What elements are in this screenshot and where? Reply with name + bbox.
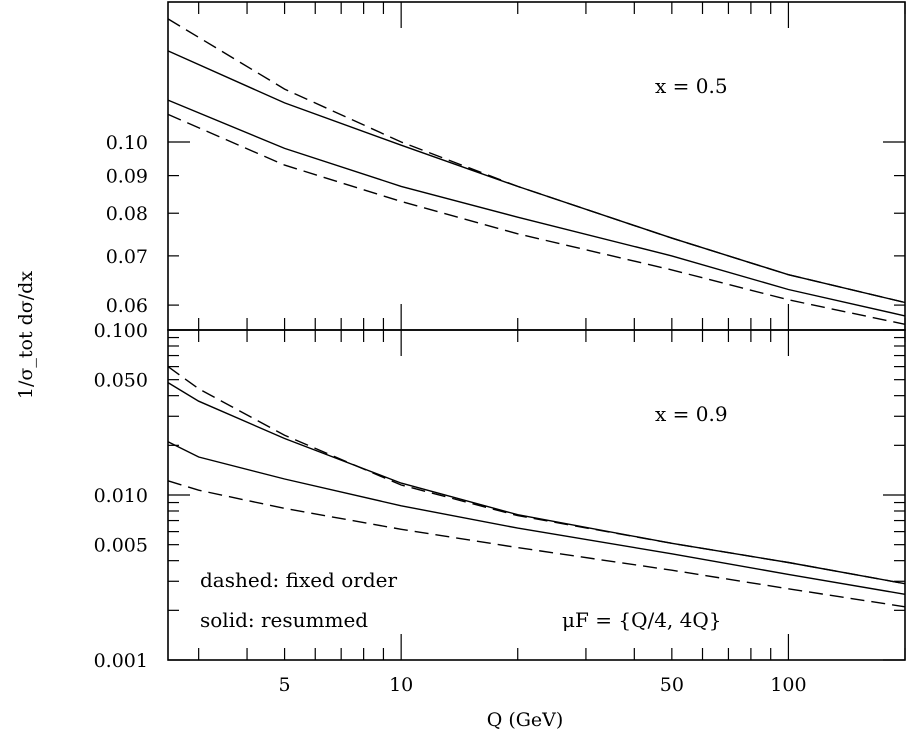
top-y-tick-label: 0.07 <box>106 246 148 268</box>
bottom-y-tick-label: 0.005 <box>94 535 148 557</box>
bottom-panel-annotation: x = 0.9 <box>655 402 728 426</box>
y-axis-label: 1/σ_tot dσ/dx <box>15 271 37 399</box>
top-series-2-solid-line <box>167 50 906 304</box>
bottom-series-2-solid-line <box>167 382 906 585</box>
plot-panels: 0.06 0.07 0.08 0.09 0.10 0.001 0.005 0.010 0.050… <box>94 1 906 696</box>
bottom-y-tick-label: 0.010 <box>94 485 148 507</box>
x-tick-label: 10 <box>389 674 413 696</box>
top-y-tick-label: 0.09 <box>106 166 148 188</box>
legend-dashed-text: dashed: fixed order <box>200 568 397 592</box>
x-tick-label: 100 <box>770 674 806 696</box>
top-y-tick-label: 0.08 <box>106 203 148 225</box>
bottom-series-4-dashed-line <box>167 480 906 608</box>
top-series-4-dashed-line <box>167 113 906 325</box>
bottom-y-tick-label: 0.100 <box>94 320 148 342</box>
bottom-series-1-dashed-line <box>167 366 906 585</box>
x-tick-label: 50 <box>660 674 684 696</box>
bottom-series-3-solid-line <box>167 441 906 595</box>
bottom-y-tick-label: 0.001 <box>94 650 148 672</box>
top-panel-annotation: x = 0.5 <box>655 74 728 98</box>
top-y-tick-label: 0.10 <box>106 132 148 154</box>
top-series-3-solid-line <box>167 99 906 317</box>
top-y-tick-label: 0.06 <box>106 295 148 317</box>
top-panel-frame <box>167 1 906 331</box>
legend-scale-text: μF = {Q/4, 4Q} <box>562 608 722 632</box>
top-series-1-dashed-line <box>167 18 906 304</box>
legend-solid-text: solid: resummed <box>200 608 368 632</box>
bottom-y-tick-label: 0.050 <box>94 370 148 392</box>
x-tick-label: 5 <box>279 674 291 696</box>
x-axis-label: Q (GeV) <box>487 709 564 731</box>
